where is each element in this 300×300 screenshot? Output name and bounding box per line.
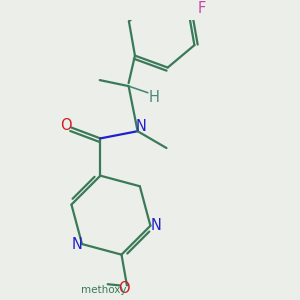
Text: O: O <box>60 118 71 133</box>
Text: N: N <box>136 119 147 134</box>
Text: N: N <box>151 218 162 233</box>
Text: H: H <box>148 90 159 105</box>
Text: methoxy: methoxy <box>81 285 127 295</box>
Text: O: O <box>118 281 130 296</box>
Text: N: N <box>72 237 83 252</box>
Text: F: F <box>197 1 206 16</box>
